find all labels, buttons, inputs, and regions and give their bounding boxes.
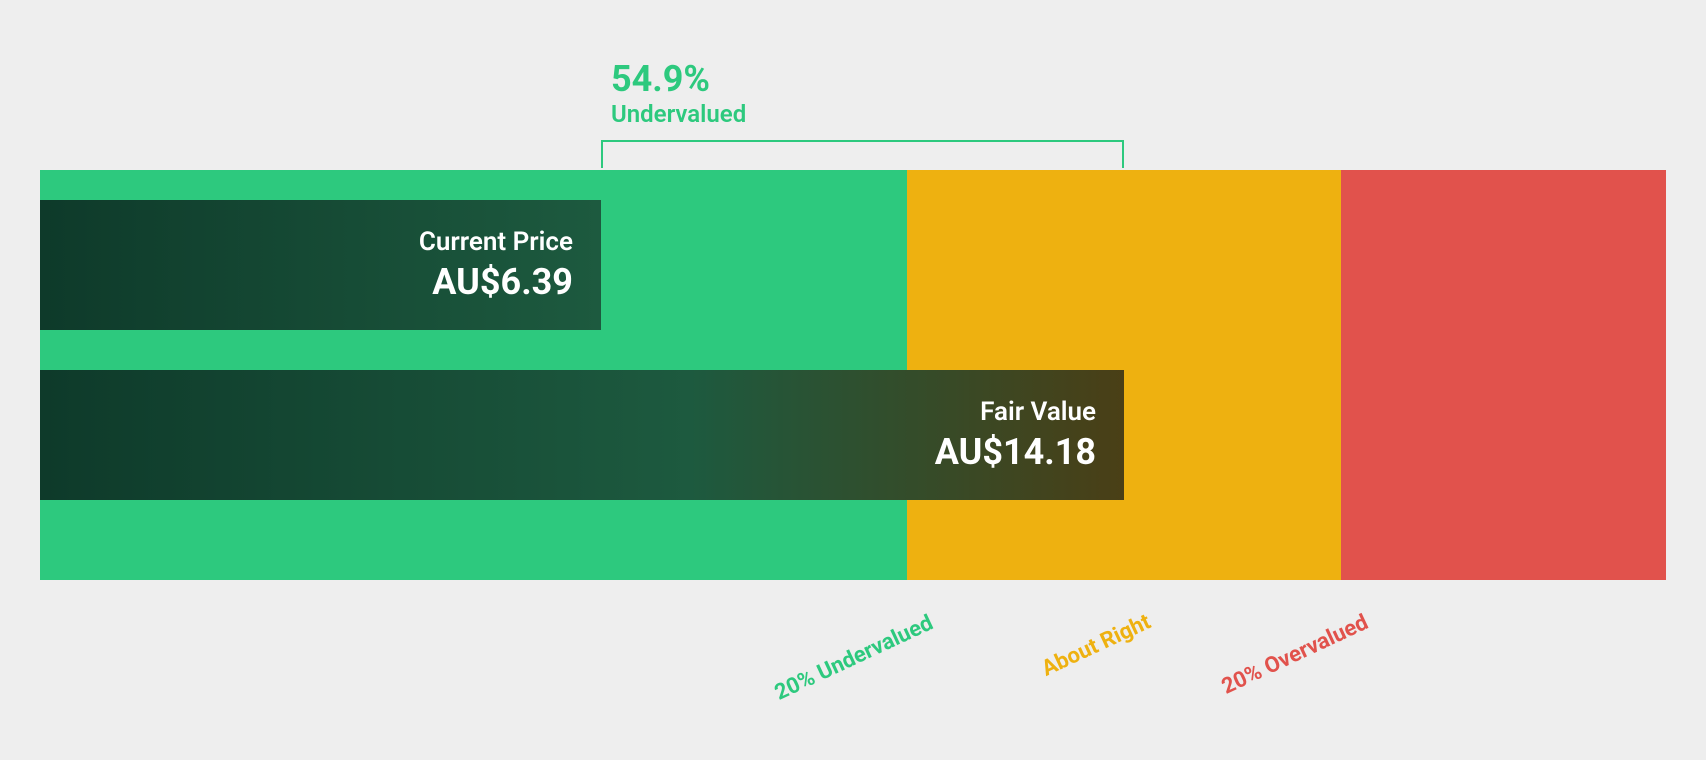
axis-label: About Right: [1038, 610, 1155, 682]
valuation-word: Undervalued: [611, 100, 746, 128]
fair-value-bar: Fair Value AU$14.18: [40, 370, 1124, 500]
overvalued-zone: [1341, 170, 1666, 580]
current-price-value: AU$6.39: [432, 261, 573, 303]
current-price-bar: Current Price AU$6.39: [40, 200, 601, 330]
bracket-tick-left: [601, 140, 603, 168]
bracket-line: [601, 140, 1124, 142]
fair-value-label: Fair Value: [980, 397, 1096, 427]
fair-value-value: AU$14.18: [935, 431, 1096, 473]
current-price-label: Current Price: [419, 227, 573, 257]
valuation-percent: 54.9%: [611, 58, 710, 100]
valuation-chart: 54.9% Undervalued Current Price AU$6.39 …: [40, 0, 1666, 760]
bracket-tick-right: [1122, 140, 1124, 168]
axis-label: 20% Undervalued: [771, 610, 937, 705]
axis-label: 20% Overvalued: [1218, 610, 1372, 700]
